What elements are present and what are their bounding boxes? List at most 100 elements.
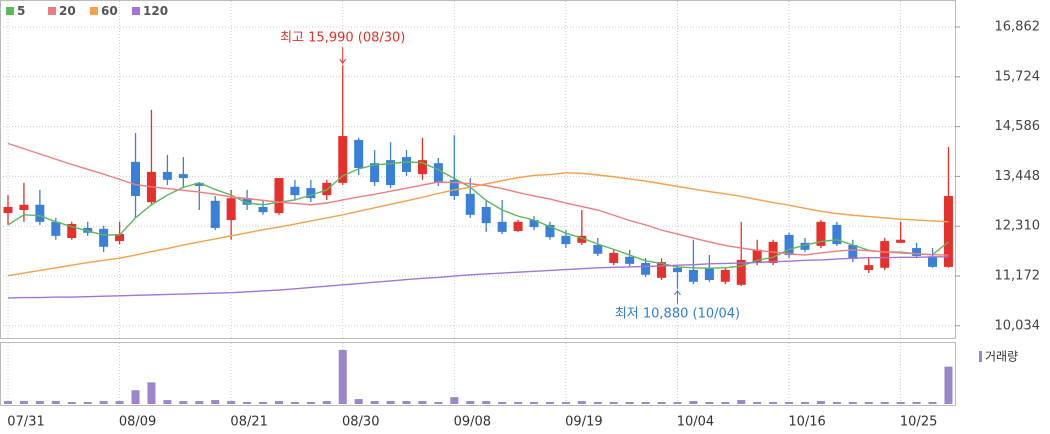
volume-bar [4, 401, 12, 404]
candle-body [3, 206, 13, 214]
volume-bar [322, 401, 331, 404]
x-tick-label: 08/30 [342, 415, 379, 430]
volume-bar [673, 402, 682, 404]
candle-body [67, 224, 77, 239]
candle-body [19, 204, 29, 211]
candle-body [242, 198, 252, 205]
candle-body [162, 171, 172, 180]
volume-bar [657, 402, 666, 404]
volume-bar [115, 401, 124, 404]
volume-bar [338, 349, 347, 404]
candle-body [131, 161, 141, 197]
volume-bar [641, 402, 650, 404]
volume-bar [896, 402, 905, 404]
candle-body [816, 221, 826, 246]
volume-bar [514, 402, 523, 404]
y-tick-label: 15,724 [995, 69, 1041, 84]
legend-label: 120 [143, 4, 168, 18]
volume-bar [386, 401, 395, 404]
x-tick-label: 08/09 [119, 415, 156, 430]
ma-line [7, 256, 949, 299]
volume-bar [928, 402, 937, 404]
annotation-arrowhead [339, 58, 347, 65]
volume-bar [498, 402, 507, 404]
volume-bar [625, 402, 634, 404]
candle-body [370, 163, 380, 183]
volume-bar [67, 402, 76, 404]
price-panel-frame [0, 0, 956, 339]
candle-body [465, 193, 475, 215]
candle-body [593, 245, 603, 254]
candle-body [720, 269, 730, 282]
candle-body [338, 136, 348, 183]
x-tick-label: 08/21 [230, 415, 267, 430]
candle-body [928, 256, 938, 267]
volume-bar [51, 401, 60, 404]
candle-body [880, 241, 890, 268]
volume-bar [274, 401, 283, 404]
ma-line [7, 172, 949, 277]
candle-body [657, 262, 667, 278]
volume-bar [179, 401, 188, 404]
volume-bar [944, 366, 953, 404]
volume-bar [466, 401, 475, 404]
candle-body [306, 188, 316, 199]
volume-bar [195, 401, 204, 404]
candle-body [736, 259, 746, 285]
volume-panel-frame [0, 342, 956, 406]
volume-bar [227, 401, 236, 404]
candle-body [417, 160, 427, 175]
candle-body [752, 249, 762, 263]
legend-swatch [6, 7, 14, 15]
x-tick-label: 10/25 [900, 415, 937, 430]
volume-bar [99, 401, 108, 404]
volume-bar [545, 402, 554, 404]
volume-bar [243, 402, 252, 404]
candle-body [704, 267, 714, 281]
legend-swatch [132, 7, 140, 15]
volume-bar [880, 402, 889, 404]
volume-bar [912, 402, 921, 404]
candle-body [529, 220, 539, 228]
y-tick-label: 16,862 [995, 20, 1041, 35]
volume-bar [705, 402, 714, 404]
candle-body [433, 163, 443, 183]
annotation-arrowhead [674, 289, 681, 296]
legend-label: 60 [101, 4, 118, 18]
candle-body [912, 248, 922, 256]
candle-body [577, 235, 587, 243]
volume-bar [370, 401, 379, 404]
volume-bar [864, 402, 873, 404]
candle-body [290, 186, 300, 196]
candle-body [449, 179, 459, 197]
candle-body [194, 182, 204, 186]
y-tick-label: 13,448 [995, 169, 1041, 184]
candle-body [402, 157, 411, 172]
y-tick-label: 14,586 [995, 119, 1041, 134]
candle-body [800, 242, 810, 250]
candle-body [35, 204, 45, 222]
candle-body [609, 252, 619, 263]
volume-bar [35, 401, 44, 404]
volume-bar [19, 401, 28, 404]
x-tick-label: 09/08 [454, 415, 491, 430]
volume-bar [450, 397, 459, 404]
volume-bar [211, 400, 220, 404]
candle-body [864, 265, 874, 270]
x-tick-label: 07/31 [7, 415, 44, 430]
candle-body [625, 256, 635, 264]
legend-swatch [979, 351, 982, 362]
candle-body [688, 269, 698, 282]
candle-body [832, 224, 842, 245]
volume-bar [482, 401, 491, 404]
y-tick-label: 11,172 [995, 268, 1041, 283]
volume-bar [147, 382, 156, 404]
volume-bar [769, 402, 778, 404]
legend-label: 5 [17, 4, 25, 18]
ma-line [7, 142, 949, 256]
legend-label: 20 [59, 4, 76, 18]
y-tick-label: 12,310 [995, 219, 1041, 234]
annotation: 최고 15,990 (08/30) [280, 31, 405, 46]
candle-body [545, 224, 555, 238]
candle-body [226, 198, 236, 221]
